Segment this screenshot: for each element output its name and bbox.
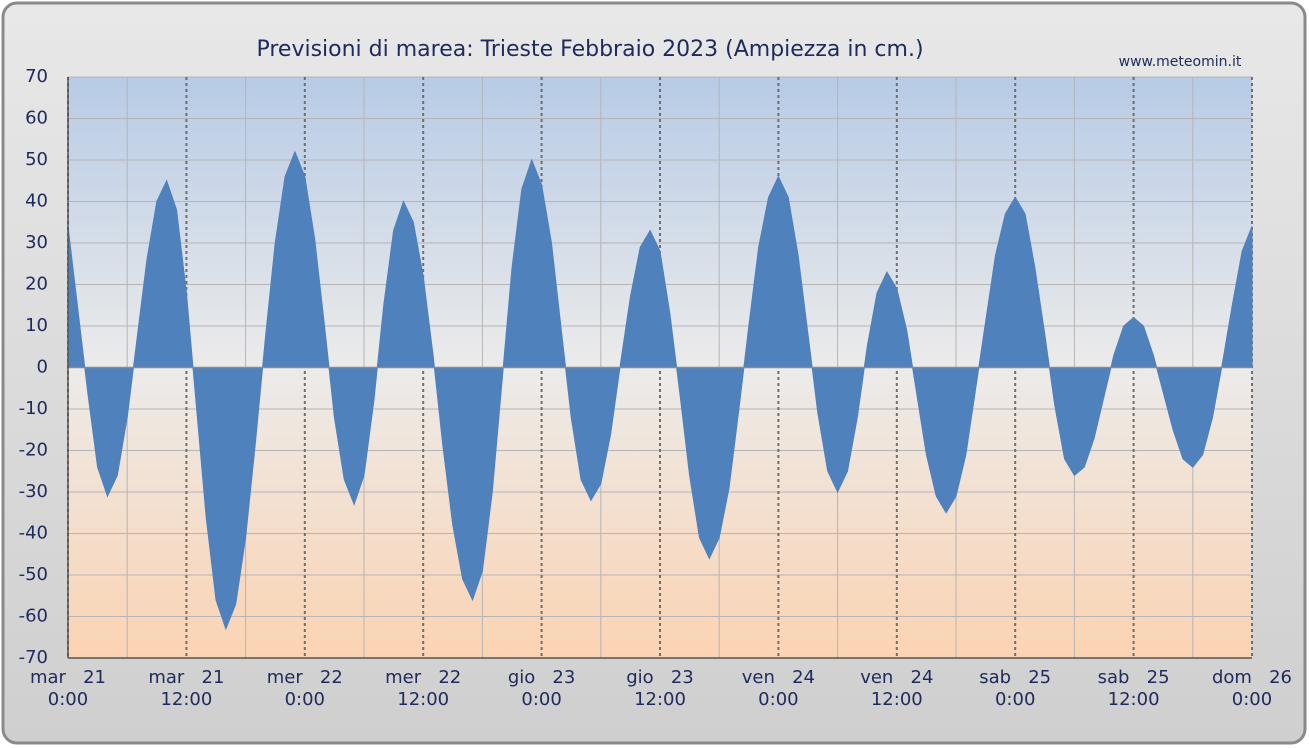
y-tick-label: -40 [19, 523, 48, 544]
x-tick-label: dom 26 0:00 [1211, 667, 1293, 710]
y-tick-label: 60 [25, 108, 48, 129]
y-tick-label: 20 [25, 274, 48, 295]
x-tick-label: ven 24 12:00 [860, 667, 934, 710]
y-tick-label: -70 [19, 647, 48, 668]
x-tick-label: gio 23 12:00 [626, 667, 694, 710]
x-tick-label: gio 23 0:00 [507, 667, 576, 710]
chart-title: Previsioni di marea: Trieste Febbraio 20… [256, 37, 923, 62]
y-tick-label: 30 [25, 232, 48, 253]
y-tick-label: 70 [25, 66, 48, 87]
x-tick-label: sab 25 12:00 [1097, 667, 1170, 710]
y-tick-label: -50 [19, 564, 48, 585]
y-tick-label: -30 [19, 481, 48, 502]
x-tick-label: sab 25 0:00 [979, 667, 1052, 710]
source: www.meteomin.it [1119, 54, 1242, 70]
x-tick-label: mar 21 12:00 [148, 667, 225, 710]
x-tick-label: mer 22 12:00 [385, 667, 462, 710]
x-tick-label: mer 22 0:00 [266, 667, 343, 710]
y-tick-label: -20 [19, 440, 48, 461]
y-tick-label: 40 [25, 191, 48, 212]
area [67, 150, 1253, 631]
y-tick-label: -60 [19, 606, 48, 627]
x-tick-label: mar 21 0:00 [29, 667, 107, 710]
y-tick-label: -10 [19, 398, 48, 419]
y-tick-label: 10 [25, 315, 48, 336]
x-tick-label: ven 24 0:00 [741, 667, 815, 710]
y-tick-label: 0 [37, 357, 48, 378]
y-tick-label: 50 [25, 149, 48, 170]
